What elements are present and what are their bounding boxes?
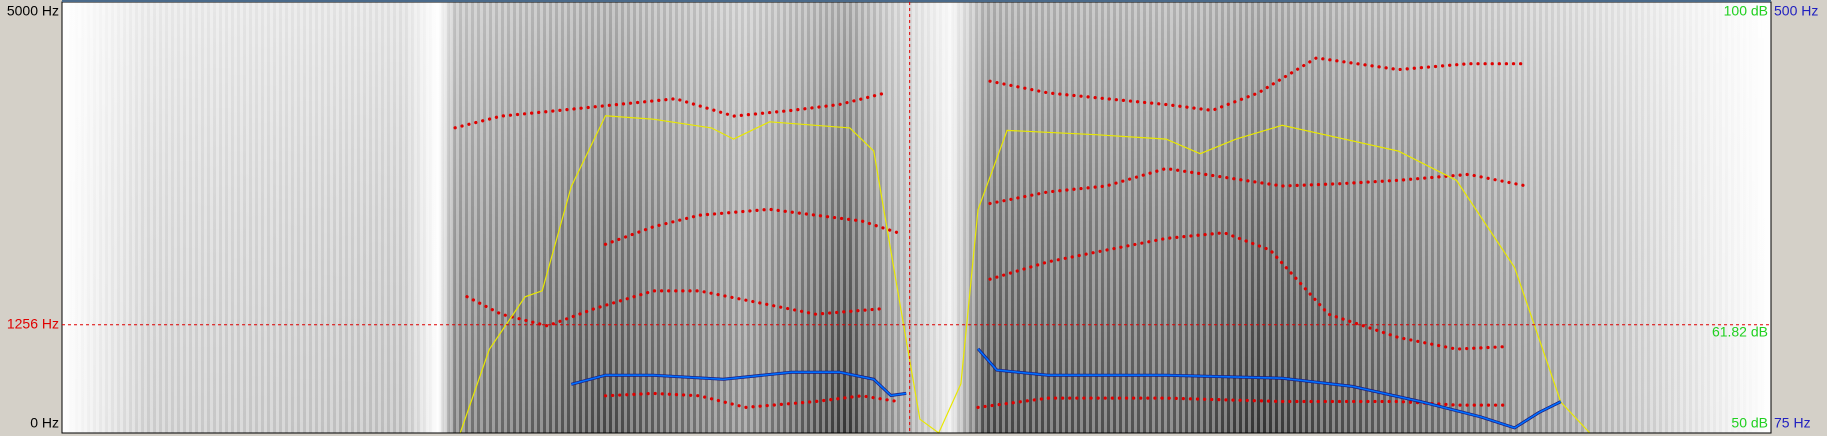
- pitch-label: 500 Hz: [1774, 3, 1818, 19]
- formant-track: [465, 289, 888, 328]
- overlay: [453, 56, 1591, 434]
- formant-track: [988, 56, 1529, 113]
- pitch-curve: [571, 348, 1562, 429]
- intensity-curve: [459, 115, 1591, 434]
- cursor-frequency-label: 1256 Hz: [7, 315, 59, 331]
- cursor-intensity-label: 61.82 dB: [1712, 323, 1768, 339]
- formant-track: [603, 207, 900, 246]
- frequency-label: 5000 Hz: [7, 3, 59, 19]
- formant-track: [603, 391, 900, 410]
- formant-track: [988, 166, 1529, 206]
- formant-track: [988, 231, 1505, 351]
- intensity-label: 100 dB: [1724, 3, 1768, 19]
- frequency-label: 0 Hz: [30, 415, 59, 431]
- intensity-label: 50 dB: [1731, 415, 1768, 431]
- formant-track: [976, 396, 1505, 409]
- spectrogram-fade: [62, 2, 1771, 433]
- pitch-label: 75 Hz: [1774, 415, 1811, 431]
